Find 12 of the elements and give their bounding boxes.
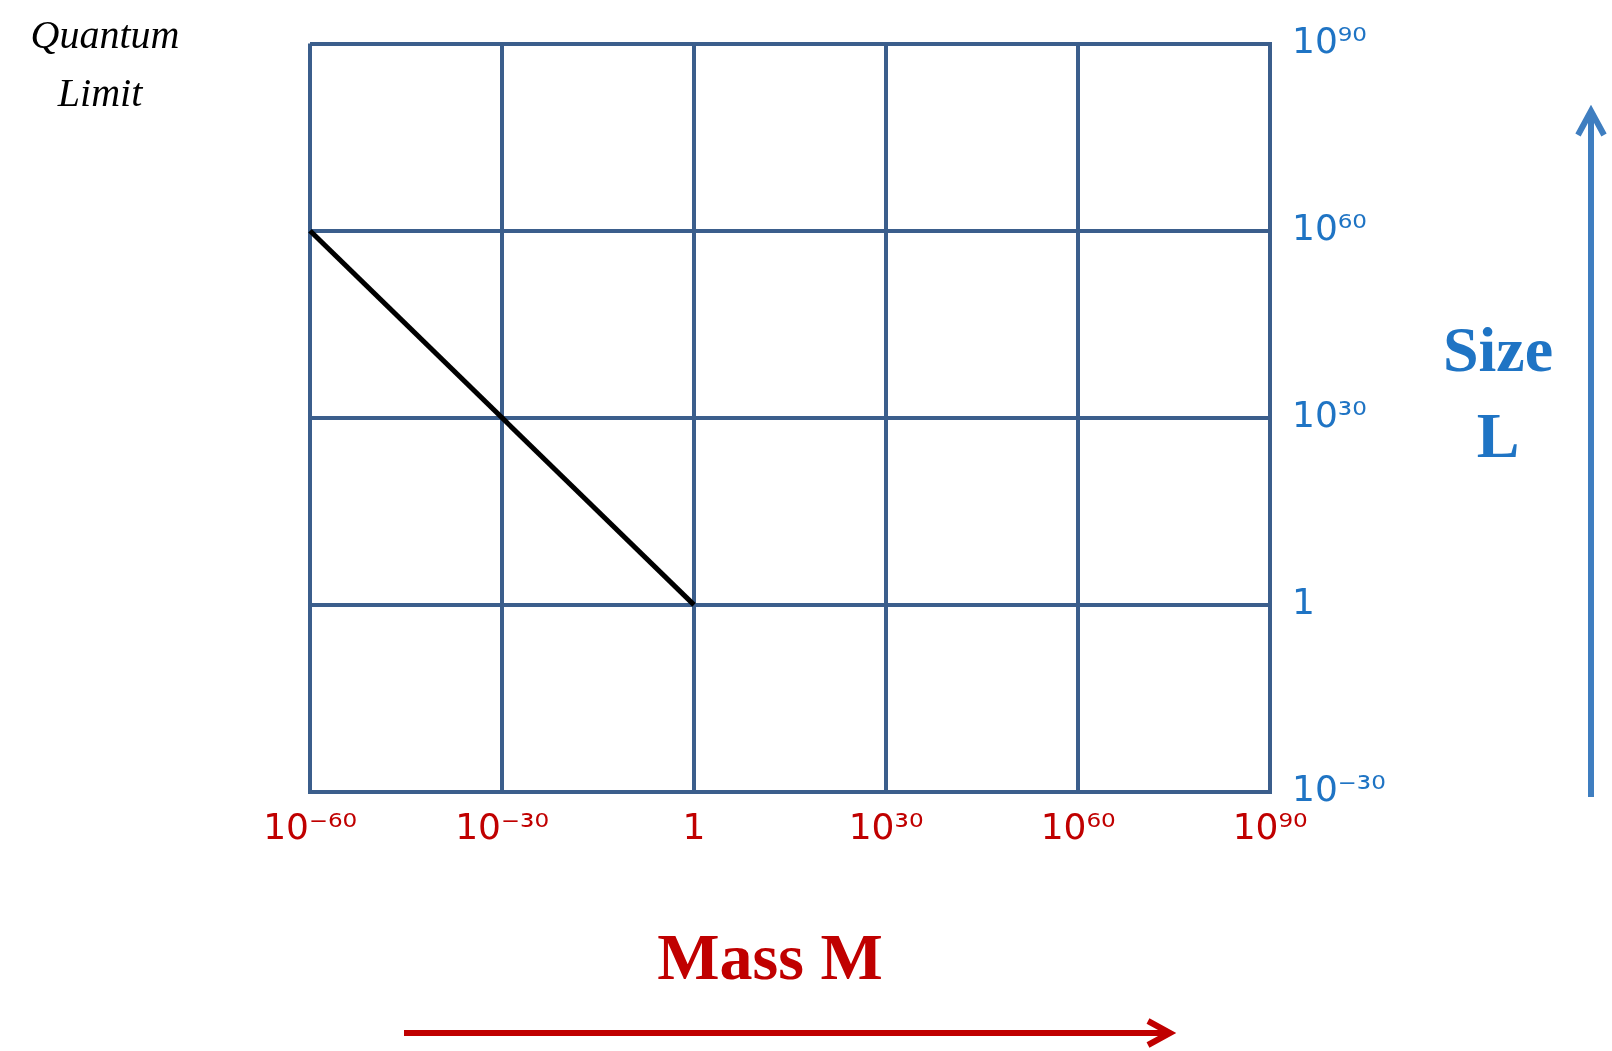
text: Quantum Limit bbox=[30, 11, 180, 115]
x-tick-label: 10³⁰ bbox=[848, 805, 924, 847]
x-tick-label: 10⁶⁰ bbox=[1040, 805, 1116, 847]
y-tick-label: 10⁹⁰ bbox=[1292, 19, 1367, 61]
x-tick-label: 1 bbox=[682, 805, 706, 847]
x-tick-label: 10⁻⁶⁰ bbox=[263, 805, 357, 847]
x-axis-title: Mass M bbox=[657, 920, 883, 994]
y-tick-label: 10³⁰ bbox=[1292, 394, 1367, 436]
x-tick-label: 10⁻³⁰ bbox=[455, 805, 549, 847]
y-tick-label: 1 bbox=[1292, 581, 1315, 623]
y-tick-label: 10⁶⁰ bbox=[1292, 207, 1367, 249]
y-axis-title: Size L bbox=[1442, 314, 1554, 472]
